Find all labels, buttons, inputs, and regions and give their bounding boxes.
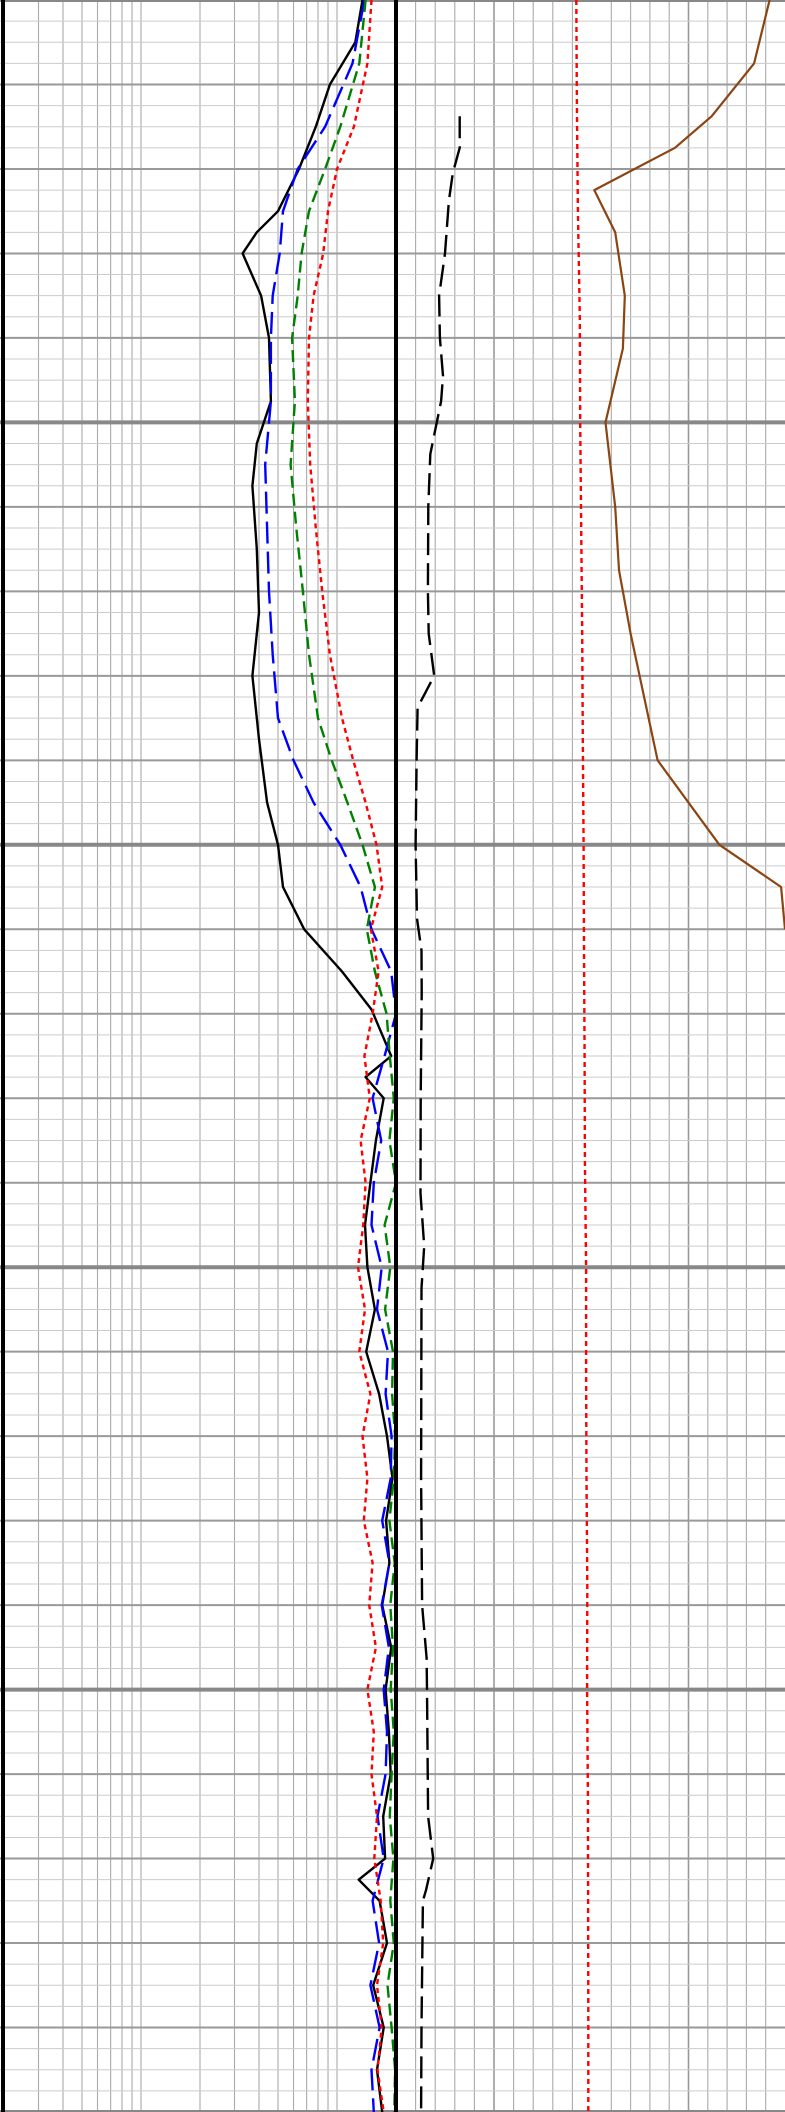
curve-track3-6	[593, 0, 785, 930]
curve-track1-1	[264, 0, 398, 2112]
curve-track1-0	[241, 0, 394, 2112]
curve-track1-3	[306, 0, 385, 2112]
curve-track2-5	[575, 0, 590, 2112]
curve-layer	[241, 0, 785, 2112]
track-border-layer	[1, 0, 398, 2112]
